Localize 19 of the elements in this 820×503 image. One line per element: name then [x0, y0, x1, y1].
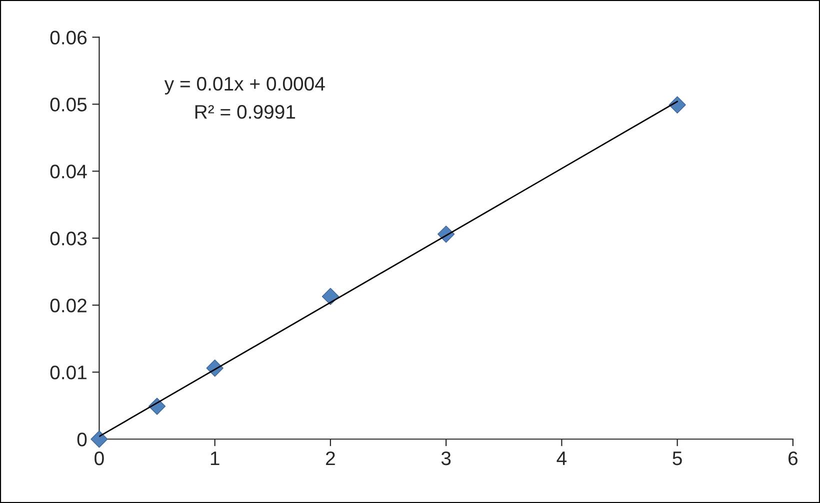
x-tick-label: 6 — [788, 451, 798, 466]
y-tick-label: 0.03 — [50, 232, 87, 246]
y-tick-label: 0 — [77, 432, 87, 446]
annotation: y = 0.01x + 0.0004 — [164, 76, 325, 95]
y-tick-label: 0.05 — [50, 98, 87, 112]
x-tick-label: 2 — [326, 451, 335, 466]
y-tick-label: 0.01 — [50, 366, 86, 380]
y-tick-label: 0.04 — [50, 164, 87, 178]
x-tick-label: 1 — [210, 452, 220, 466]
y-tick-label: 0.02 — [50, 298, 86, 312]
point — [322, 288, 340, 306]
point — [90, 430, 108, 448]
x-tick-label: 3 — [441, 451, 451, 466]
y-tick-label: 0.06 — [50, 30, 87, 44]
x-tick-label: 5 — [672, 452, 682, 466]
annotation: R² = 0.9991 — [195, 105, 296, 119]
x-tick-label: 0 — [94, 451, 104, 466]
x-tick-label: 4 — [556, 452, 567, 466]
point — [668, 96, 686, 114]
